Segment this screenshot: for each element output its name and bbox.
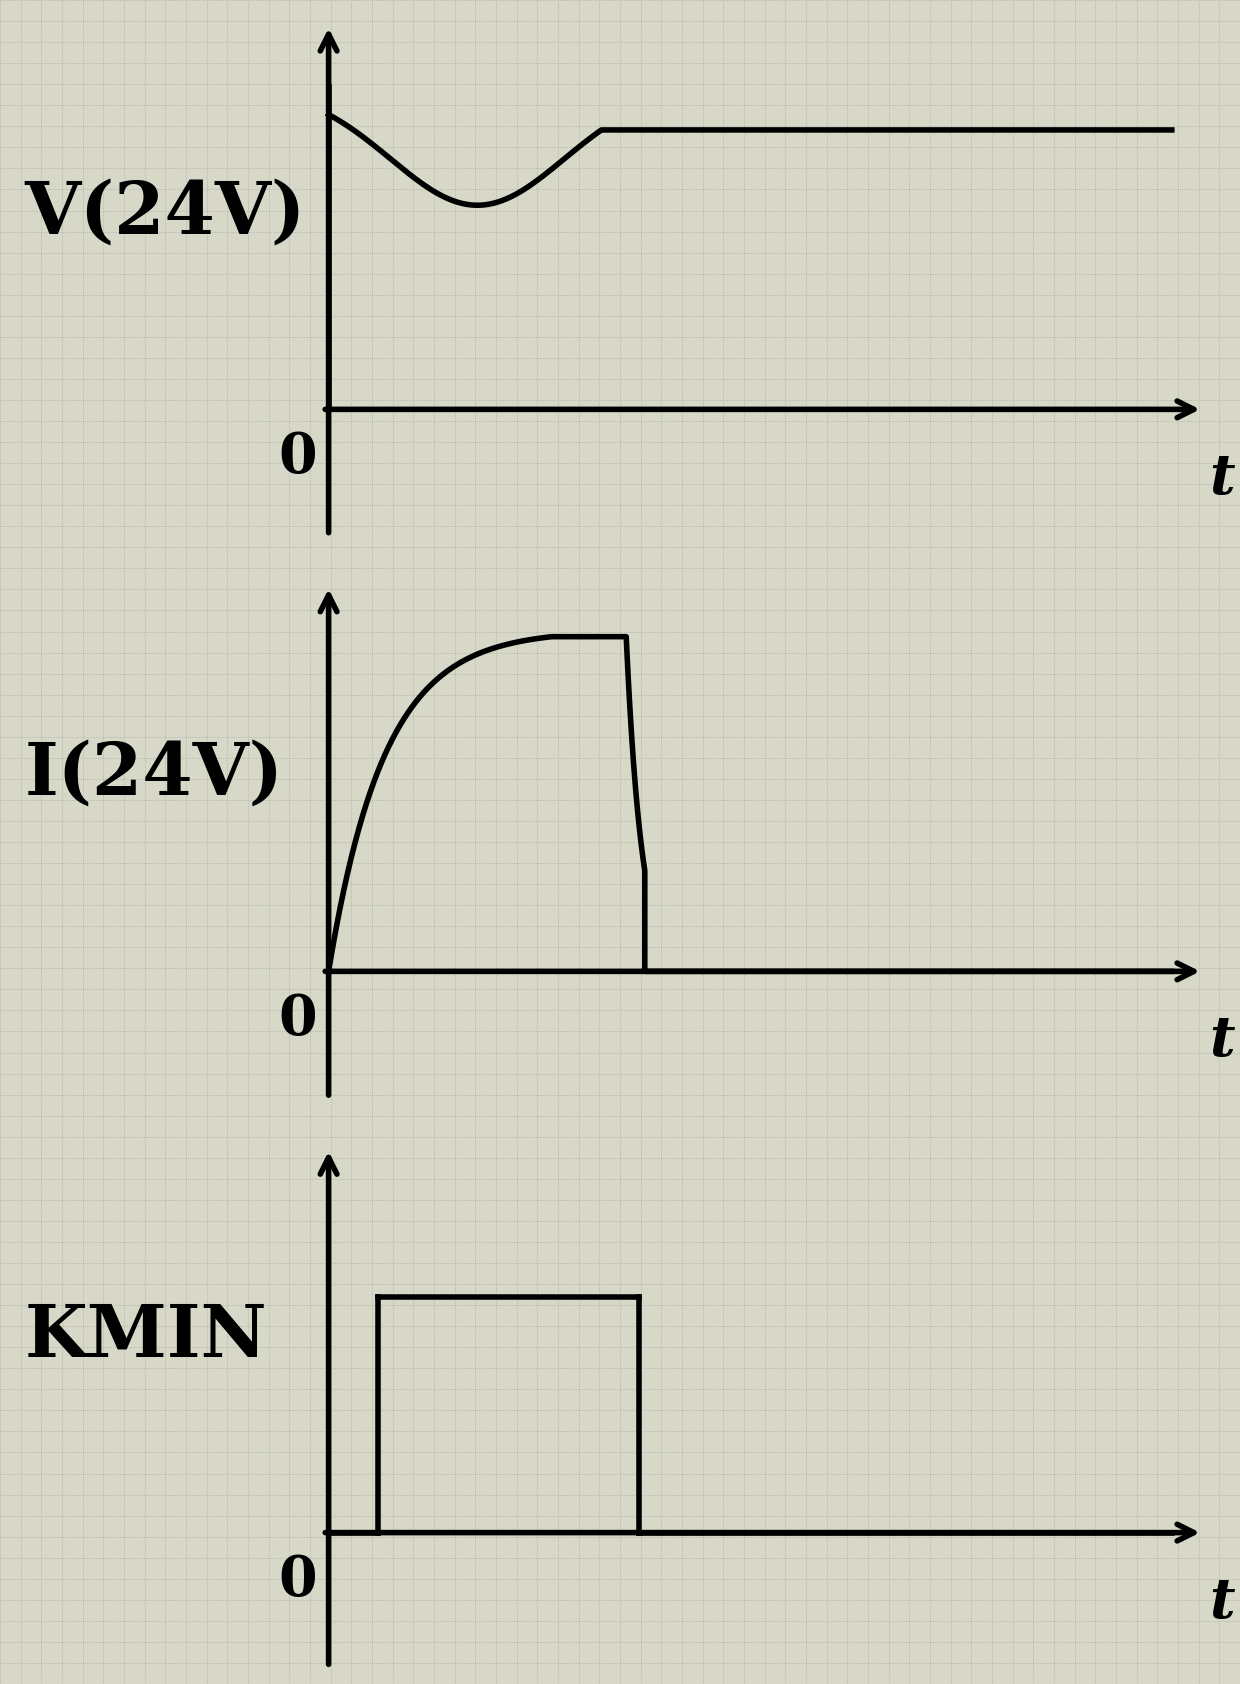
Text: 0: 0: [278, 992, 317, 1046]
Text: 0: 0: [278, 1553, 317, 1608]
Text: 0: 0: [278, 429, 317, 485]
Text: V(24V): V(24V): [25, 177, 306, 249]
Text: t: t: [1209, 1575, 1235, 1630]
Text: KMIN: KMIN: [25, 1300, 268, 1372]
Text: t: t: [1209, 1014, 1235, 1068]
Text: I(24V): I(24V): [25, 739, 284, 810]
Text: t: t: [1209, 451, 1235, 507]
